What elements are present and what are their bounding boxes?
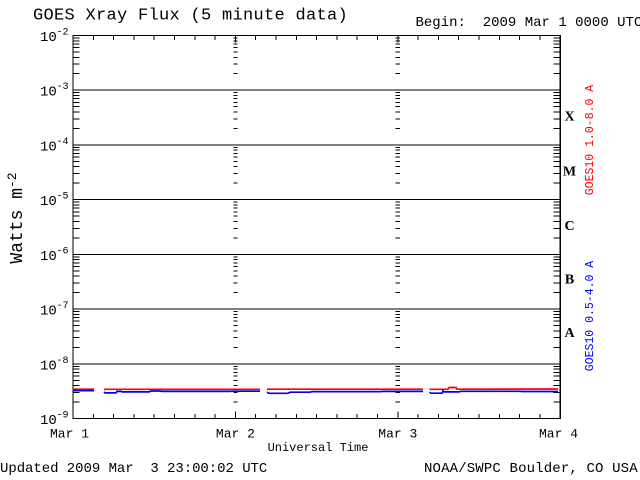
svg-text:-2: -2 <box>57 28 69 39</box>
svg-text:NOAA/SWPC Boulder, CO USA: NOAA/SWPC Boulder, CO USA <box>424 461 638 477</box>
svg-text:10: 10 <box>40 139 57 155</box>
svg-text:Updated 2009 Mar 3 23:00:02 U: Updated 2009 Mar 3 23:00:02 UTC <box>0 461 267 477</box>
svg-text:-4: -4 <box>57 137 69 148</box>
svg-text:GOES10 1.0-8.0 A: GOES10 1.0-8.0 A <box>584 85 597 196</box>
svg-text:-3: -3 <box>57 82 69 93</box>
svg-text:C: C <box>564 219 574 234</box>
svg-text:-5: -5 <box>57 192 69 203</box>
svg-text:B: B <box>565 272 574 287</box>
svg-text:Watts m-2: Watts m-2 <box>5 172 28 263</box>
svg-text:-7: -7 <box>57 301 69 312</box>
svg-text:GOES Xray Flux (5 minute data): GOES Xray Flux (5 minute data) <box>33 7 348 26</box>
svg-text:Mar 2: Mar 2 <box>216 427 255 442</box>
svg-text:A: A <box>564 326 575 341</box>
svg-text:-8: -8 <box>57 356 69 367</box>
svg-text:10: 10 <box>40 30 57 46</box>
svg-text:-6: -6 <box>57 246 69 257</box>
svg-text:10: 10 <box>40 194 57 210</box>
svg-text:Universal Time: Universal Time <box>268 441 369 455</box>
svg-text:Mar 3: Mar 3 <box>378 427 417 442</box>
svg-text:X: X <box>564 109 574 124</box>
svg-text:M: M <box>563 164 576 179</box>
svg-text:GOES10 0.5-4.0 A: GOES10 0.5-4.0 A <box>584 261 597 372</box>
svg-text:10: 10 <box>40 304 57 320</box>
svg-text:Mar 4: Mar 4 <box>539 427 578 442</box>
svg-text:-9: -9 <box>57 411 69 422</box>
svg-text:10: 10 <box>40 413 57 429</box>
svg-text:10: 10 <box>40 358 57 374</box>
svg-text:Begin: 2009 Mar 1 0000 UTC: Begin: 2009 Mar 1 0000 UTC <box>416 15 640 31</box>
svg-text:10: 10 <box>40 249 57 265</box>
svg-text:Mar 1: Mar 1 <box>50 427 89 442</box>
svg-text:10: 10 <box>40 85 57 101</box>
